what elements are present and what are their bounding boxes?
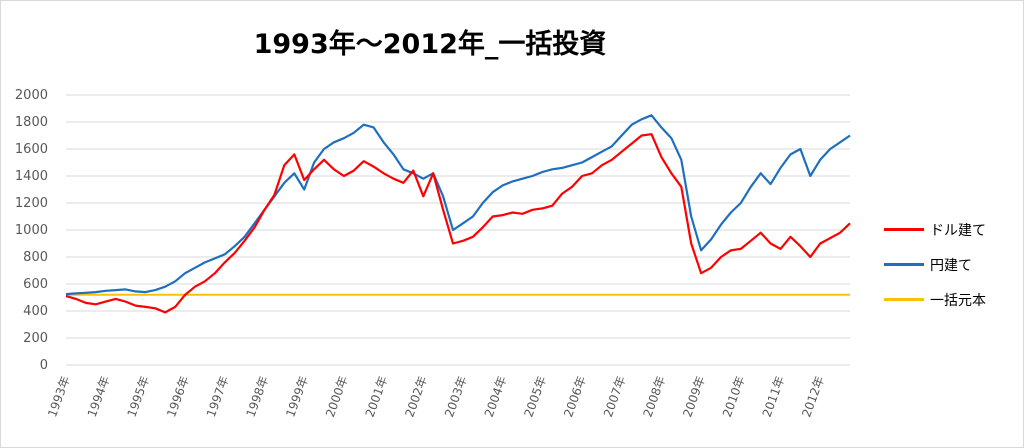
x-tick-label: 2000年 [323,374,351,419]
y-tick-label: 1200 [15,196,48,211]
x-tick-label: 2005年 [521,374,549,419]
legend-swatch-yen [884,263,924,266]
y-tick-label: 0 [40,358,48,373]
legend-label-yen: 円建て [930,257,972,274]
legend: ドル建て 円建て 一括元本 [884,212,1019,317]
x-tick-label: 2001年 [363,374,391,419]
gridlines [66,94,850,366]
x-axis-ticks: 1993年 1994年 1995年 1996年 1997年 1998年 1999年 2000年… [45,374,827,419]
x-tick-label: 2008年 [641,374,669,419]
y-tick-label: 600 [23,277,48,292]
x-tick-label: 2006年 [561,374,589,419]
y-tick-label: 200 [23,331,48,346]
x-tick-label: 2009年 [680,374,708,419]
legend-label-dollar: ドル建て [930,222,986,239]
x-tick-label: 2003年 [442,374,470,419]
x-tick-label: 2004年 [482,374,510,419]
legend-item-dollar: ドル建て [884,212,1019,247]
x-tick-label: 2011年 [760,374,788,419]
x-tick-label: 1995年 [125,374,153,419]
series-line-1 [65,114,851,296]
x-tick-label: 2012年 [799,374,827,419]
y-tick-label: 1600 [15,142,48,157]
x-tick-label: 1998年 [244,374,272,419]
y-tick-label: 1000 [15,223,48,238]
y-tick-label: 2000 [15,88,48,103]
legend-swatch-principal [884,298,924,301]
x-tick-label: 1999年 [283,374,311,419]
x-tick-label: 2002年 [402,374,430,419]
legend-label-principal: 一括元本 [930,292,986,309]
y-tick-label: 800 [23,250,48,265]
x-tick-label: 1994年 [85,374,113,419]
y-tick-label: 400 [23,304,48,319]
legend-item-yen: 円建て [884,247,1019,282]
y-tick-label: 1800 [15,115,48,130]
legend-swatch-dollar [884,228,924,231]
x-tick-label: 2010年 [720,374,748,419]
x-tick-label: 1996年 [164,374,192,419]
series-line-0 [65,133,851,314]
x-tick-label: 1993年 [45,374,73,419]
chart-title: 1993年～2012年_一括投資 [253,29,607,60]
y-axis-ticks: 0 200 400 600 800 1000 1200 1400 1600 1800 2000 [15,88,48,373]
x-tick-label: 2007年 [601,374,629,419]
legend-item-principal: 一括元本 [884,282,1019,317]
series-lines [65,114,851,314]
y-tick-label: 1400 [15,169,48,184]
x-tick-label: 1997年 [204,374,232,419]
